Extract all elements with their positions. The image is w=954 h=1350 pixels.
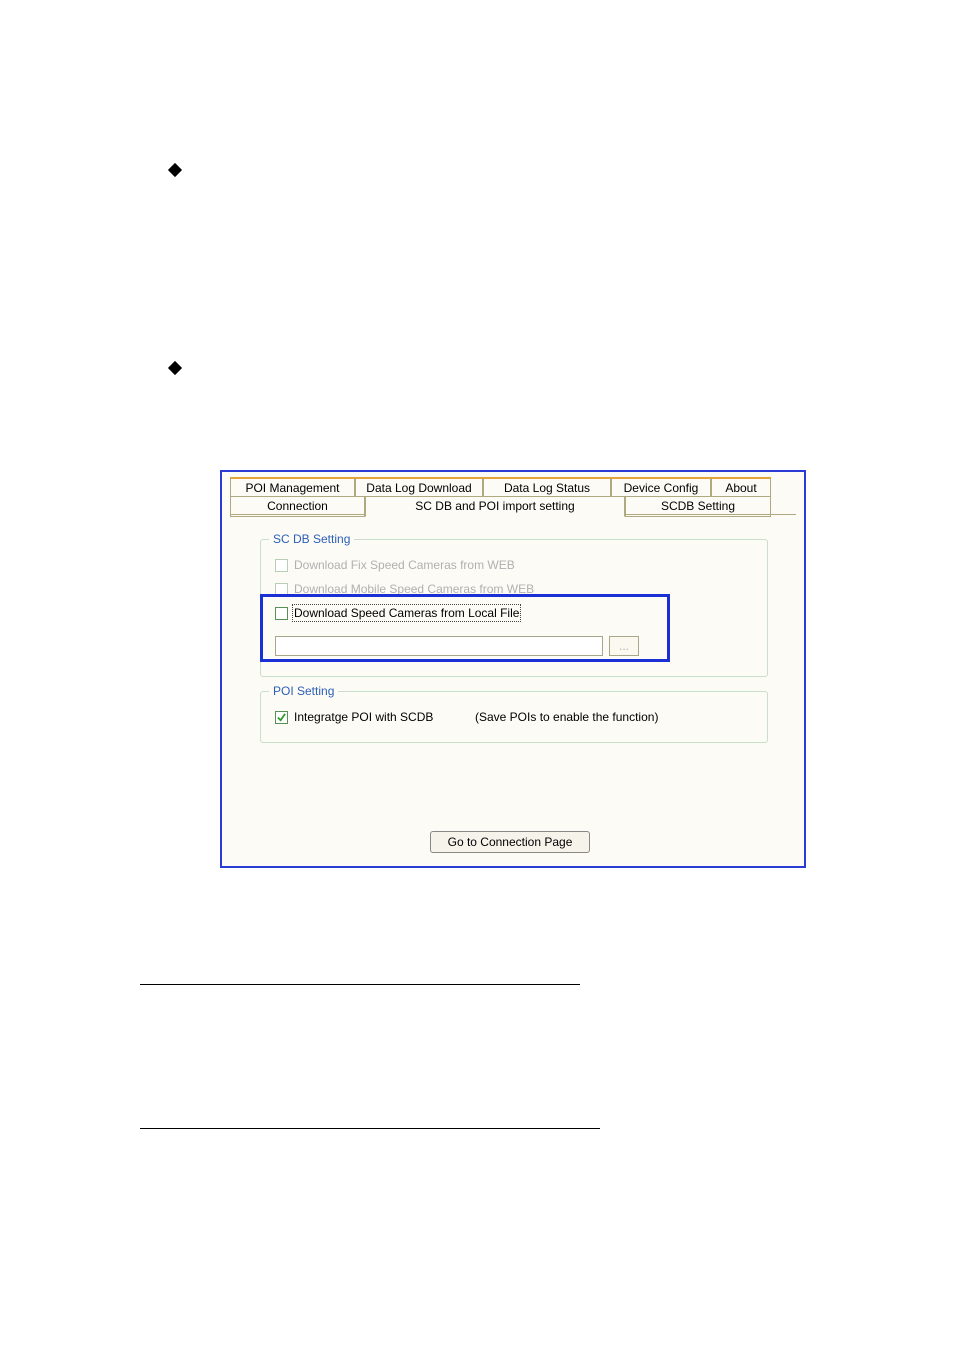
- tab-scdb-poi-import-label: SC DB and POI import setting: [415, 499, 574, 513]
- checkbox-fix-web: Download Fix Speed Cameras from WEB: [275, 558, 515, 572]
- diamond-icon: [168, 361, 182, 375]
- tab-connection-label: Connection: [267, 499, 328, 513]
- group-poi-legend: POI Setting: [269, 684, 338, 698]
- group-poi-setting: POI Setting Integratge POI with SCDB (Sa…: [260, 691, 768, 743]
- bullet-item-1: [170, 162, 192, 178]
- tab-scdb-setting-label: SCDB Setting: [661, 499, 735, 513]
- checkbox-integrate-label: Integratge POI with SCDB: [294, 710, 433, 724]
- tab-poi-management-label: POI Management: [245, 481, 339, 495]
- group-scdb-legend: SC DB Setting: [269, 532, 354, 546]
- go-to-connection-label: Go to Connection Page: [448, 835, 573, 849]
- diamond-icon: [168, 163, 182, 177]
- checkbox-fix-web-label: Download Fix Speed Cameras from WEB: [294, 558, 515, 572]
- go-to-connection-button[interactable]: Go to Connection Page: [430, 831, 590, 853]
- checkbox-icon[interactable]: [275, 711, 288, 724]
- tab-scdb-poi-import[interactable]: SC DB and POI import setting: [365, 496, 625, 517]
- tab-device-config-label: Device Config: [624, 481, 699, 495]
- bullet-item-2: [170, 360, 192, 376]
- tab-body: SC DB Setting Download Fix Speed Cameras…: [230, 514, 796, 858]
- underline-1: [140, 984, 580, 985]
- underline-2: [140, 1128, 600, 1129]
- settings-window: POI Management Data Log Download Data Lo…: [220, 470, 806, 868]
- poi-hint: (Save POIs to enable the function): [475, 710, 658, 724]
- tab-data-log-status-label: Data Log Status: [504, 481, 590, 495]
- checkbox-icon: [275, 559, 288, 572]
- highlight-box: [260, 594, 670, 662]
- check-icon: [277, 713, 286, 722]
- tab-about-label: About: [725, 481, 756, 495]
- tab-data-log-download-label: Data Log Download: [366, 481, 471, 495]
- checkbox-integrate-poi[interactable]: Integratge POI with SCDB: [275, 710, 433, 724]
